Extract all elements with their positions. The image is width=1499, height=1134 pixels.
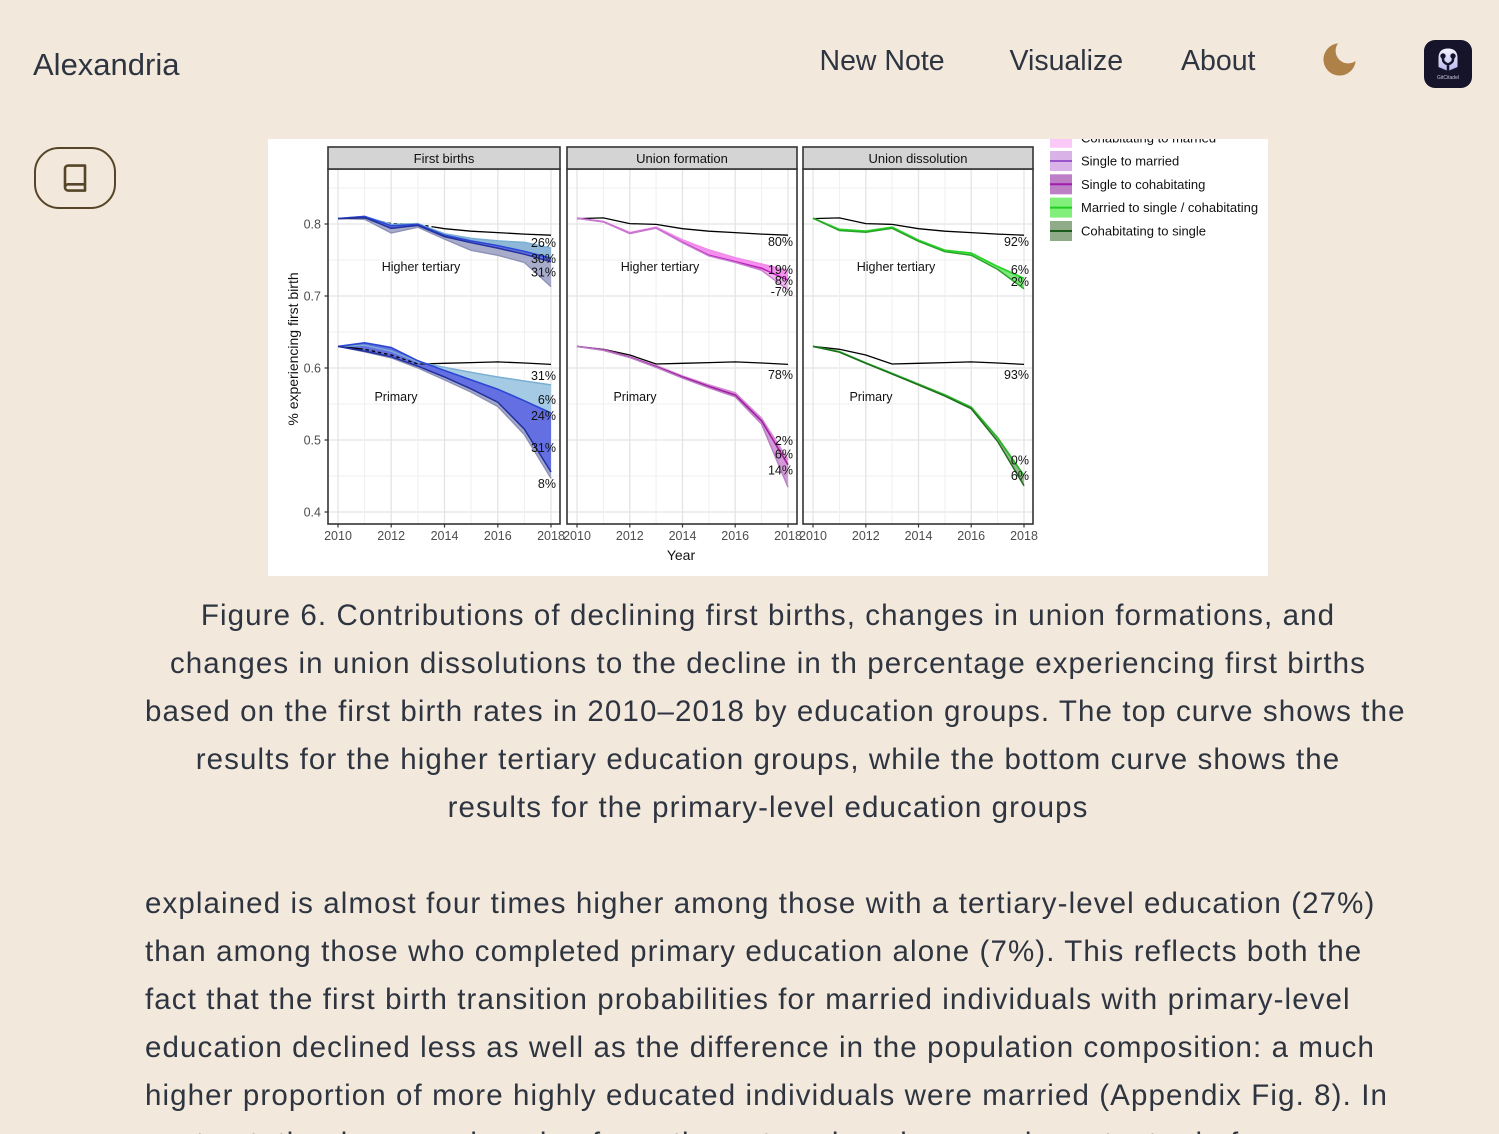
svg-text:2014: 2014 bbox=[669, 529, 697, 543]
svg-text:2012: 2012 bbox=[616, 529, 644, 543]
svg-text:Single to cohabitating: Single to cohabitating bbox=[1081, 177, 1205, 192]
svg-text:Higher tertiary: Higher tertiary bbox=[382, 260, 461, 274]
svg-text:2%: 2% bbox=[1011, 275, 1029, 289]
svg-text:2016: 2016 bbox=[484, 529, 512, 543]
svg-text:GitCitadel: GitCitadel bbox=[1437, 75, 1459, 81]
svg-text:Cohabitating to single: Cohabitating to single bbox=[1081, 224, 1206, 239]
svg-text:8%: 8% bbox=[538, 477, 556, 491]
svg-text:Higher tertiary: Higher tertiary bbox=[621, 260, 700, 274]
svg-text:0%: 0% bbox=[1011, 454, 1029, 468]
svg-text:-7%: -7% bbox=[771, 285, 793, 299]
svg-text:Year: Year bbox=[667, 547, 696, 563]
svg-text:19%: 19% bbox=[768, 263, 793, 277]
svg-text:0.7: 0.7 bbox=[304, 290, 321, 304]
svg-text:0.4: 0.4 bbox=[304, 506, 321, 520]
svg-text:Single to married: Single to married bbox=[1081, 154, 1179, 169]
svg-text:2016: 2016 bbox=[721, 529, 749, 543]
svg-text:78%: 78% bbox=[768, 368, 793, 382]
svg-text:0.5: 0.5 bbox=[304, 434, 321, 448]
svg-text:Primary: Primary bbox=[613, 390, 657, 404]
svg-text:2010: 2010 bbox=[324, 529, 352, 543]
svg-text:30%: 30% bbox=[531, 252, 556, 266]
svg-text:2014: 2014 bbox=[905, 529, 933, 543]
svg-text:Married to single / cohabitati: Married to single / cohabitating bbox=[1081, 200, 1258, 215]
svg-text:Union dissolution: Union dissolution bbox=[868, 151, 967, 166]
svg-text:31%: 31% bbox=[531, 369, 556, 383]
svg-text:6%: 6% bbox=[1011, 263, 1029, 277]
svg-text:93%: 93% bbox=[1004, 368, 1029, 382]
svg-text:2010: 2010 bbox=[799, 529, 827, 543]
svg-text:2016: 2016 bbox=[957, 529, 985, 543]
svg-text:24%: 24% bbox=[531, 409, 556, 423]
svg-text:6%: 6% bbox=[538, 393, 556, 407]
svg-text:First births: First births bbox=[414, 151, 475, 166]
svg-text:6%: 6% bbox=[1011, 469, 1029, 483]
svg-text:6%: 6% bbox=[775, 448, 793, 462]
svg-text:Higher tertiary: Higher tertiary bbox=[857, 260, 936, 274]
svg-text:Union formation: Union formation bbox=[636, 151, 728, 166]
svg-text:Primary: Primary bbox=[374, 390, 418, 404]
svg-text:8%: 8% bbox=[775, 274, 793, 288]
svg-text:2018: 2018 bbox=[1010, 529, 1038, 543]
svg-text:0.8: 0.8 bbox=[304, 218, 321, 232]
svg-text:92%: 92% bbox=[1004, 235, 1029, 249]
svg-text:Primary: Primary bbox=[849, 390, 893, 404]
svg-text:2%: 2% bbox=[775, 434, 793, 448]
svg-text:31%: 31% bbox=[531, 441, 556, 455]
svg-text:2012: 2012 bbox=[377, 529, 405, 543]
svg-text:2012: 2012 bbox=[852, 529, 880, 543]
svg-text:0.6: 0.6 bbox=[304, 362, 321, 376]
svg-text:2018: 2018 bbox=[537, 529, 565, 543]
svg-text:14%: 14% bbox=[768, 464, 793, 478]
svg-text:2010: 2010 bbox=[563, 529, 591, 543]
svg-text:80%: 80% bbox=[768, 235, 793, 249]
svg-text:2018: 2018 bbox=[774, 529, 802, 543]
svg-text:31%: 31% bbox=[531, 266, 556, 280]
svg-text:% experiencing first birth: % experiencing first birth bbox=[285, 272, 301, 425]
svg-text:26%: 26% bbox=[531, 236, 556, 250]
svg-text:Cohabitating to married: Cohabitating to married bbox=[1081, 139, 1216, 145]
svg-text:2014: 2014 bbox=[431, 529, 459, 543]
